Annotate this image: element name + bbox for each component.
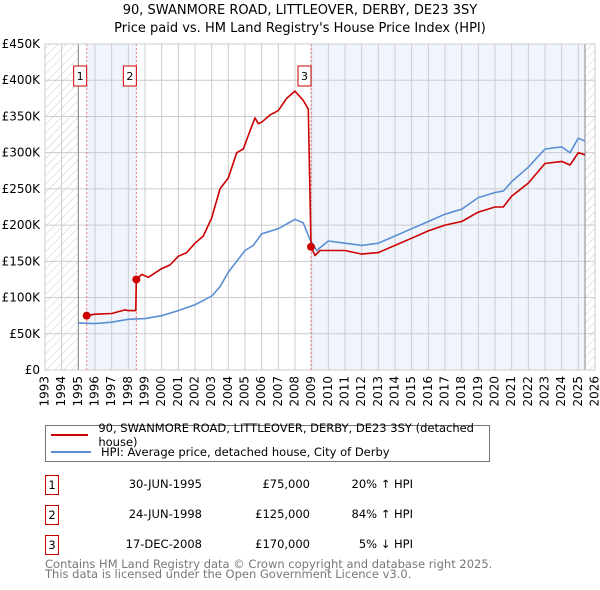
hpi-line	[78, 137, 586, 325]
x-tick-label: 1996	[88, 376, 102, 407]
chart-title: 90, SWANMORE ROAD, LITTLEOVER, DERBY, DE…	[0, 2, 600, 38]
x-tick-label: 2023	[538, 376, 552, 407]
legend-label: HPI: Average price, detached house, City…	[101, 445, 390, 459]
legend-item-hpi: HPI: Average price, detached house, City…	[51, 444, 390, 460]
property-price-line	[86, 90, 586, 317]
y-tick-label: £200K	[2, 218, 42, 232]
y-tick-label: £0	[25, 363, 40, 377]
transaction-row: 2 24-JUN-1998 £125,000 84% ↑ HPI	[45, 505, 445, 525]
y-tick-label: £400K	[2, 73, 42, 87]
x-tick-label: 2010	[321, 376, 335, 407]
subtitle-line: Price paid vs. HM Land Registry's House …	[114, 21, 486, 36]
legend-swatch-red	[51, 434, 89, 436]
x-tick-label: 2015	[404, 376, 418, 407]
legend-item-property: 90, SWANMORE ROAD, LITTLEOVER, DERBY, DE…	[51, 421, 489, 449]
sale-label: 1	[77, 70, 84, 83]
x-tick-label: 2009	[304, 376, 318, 407]
y-tick-label: £250K	[2, 182, 42, 196]
y-tick-label: £150K	[2, 254, 42, 268]
x-tick-label: 2025	[571, 376, 585, 407]
title-line: 90, SWANMORE ROAD, LITTLEOVER, DERBY, DE…	[122, 3, 478, 18]
y-tick-label: £300K	[2, 146, 42, 160]
no-data-hatch	[585, 44, 595, 370]
licence-text: This data is licensed under the Open Gov…	[45, 567, 412, 581]
plot-frame	[44, 43, 596, 371]
transaction-row: 3 17-DEC-2008 £170,000 5% ↓ HPI	[45, 535, 445, 555]
x-tick-label: 2013	[371, 376, 385, 407]
transaction-date: 30-JUN-1995	[128, 477, 202, 491]
transaction-date: 24-JUN-1998	[128, 507, 202, 521]
x-tick-label: 2017	[438, 376, 452, 407]
copyright-text: Contains HM Land Registry data © Crown c…	[45, 557, 493, 571]
x-tick-label: 1994	[54, 376, 68, 407]
x-tick-label: 1999	[138, 376, 152, 407]
sale-point	[132, 275, 141, 284]
x-tick-label: 2020	[488, 376, 502, 407]
transaction-number: 1	[45, 475, 59, 495]
transaction-hpi: 20% ↑ HPI	[351, 477, 413, 491]
sale-label-box	[122, 65, 137, 87]
transaction-date: 17-DEC-2008	[125, 537, 202, 551]
sale-label-box	[297, 65, 312, 87]
x-tick-label: 2007	[271, 376, 285, 407]
x-tick-label: 2004	[221, 376, 235, 407]
y-tick-label: £350K	[2, 109, 42, 123]
x-tick-label: 2005	[238, 376, 252, 407]
x-tick-label: 2008	[288, 376, 302, 407]
x-tick-label: 2016	[421, 376, 435, 407]
transaction-hpi: 5% ↓ HPI	[358, 537, 413, 551]
x-tick-label: 1997	[104, 376, 118, 407]
transaction-price: £125,000	[255, 507, 310, 521]
x-tick-label: 2002	[188, 376, 202, 407]
footer: Contains HM Land Registry data © Crown c…	[45, 557, 493, 581]
x-tick-label: 2001	[171, 376, 185, 407]
x-tick-label: 2019	[471, 376, 485, 407]
transaction-price: £75,000	[262, 477, 310, 491]
transaction-number: 3	[45, 535, 59, 555]
legend-label: 90, SWANMORE ROAD, LITTLEOVER, DERBY, DE…	[98, 421, 474, 449]
transaction-hpi: 84% ↑ HPI	[351, 507, 413, 521]
x-tick-label: 2000	[154, 376, 168, 407]
x-tick-label: 2022	[521, 376, 535, 407]
y-tick-label: £450K	[2, 37, 42, 51]
x-tick-label: 2011	[338, 376, 352, 407]
x-tick-label: 2026	[588, 376, 600, 407]
x-tick-label: 1998	[121, 376, 135, 407]
price-chart: 1993 1994 1995 1996 1997 1998 1999 2000 2001 2002…	[2, 37, 600, 407]
x-tick-label: 2024	[554, 376, 568, 407]
sale-label-box	[73, 65, 88, 87]
legend-swatch-blue	[51, 451, 91, 453]
x-tick-label: 2012	[354, 376, 368, 407]
x-tick-label: 2006	[254, 376, 268, 407]
x-tick-label: 1993	[38, 376, 52, 407]
x-tick-label: 2018	[454, 376, 468, 407]
shade-region	[311, 44, 585, 370]
x-tick-label: 2021	[504, 376, 518, 407]
y-tick-label: £100K	[2, 291, 42, 305]
sale-point	[307, 242, 315, 251]
legend: 90, SWANMORE ROAD, LITTLEOVER, DERBY, DE…	[45, 421, 490, 462]
transaction-price: £170,000	[255, 537, 310, 551]
y-tick-label: £50K	[9, 327, 41, 341]
transaction-number: 2	[45, 505, 59, 525]
sale-label: 3	[301, 70, 308, 83]
sale-label: 2	[126, 70, 133, 83]
x-tick-label: 2003	[204, 376, 218, 407]
sale-point	[82, 311, 91, 320]
x-tick-label: 1995	[71, 376, 85, 407]
transaction-row: 1 30-JUN-1995 £75,000 20% ↑ HPI	[45, 475, 445, 495]
x-tick-label: 2014	[388, 376, 402, 407]
